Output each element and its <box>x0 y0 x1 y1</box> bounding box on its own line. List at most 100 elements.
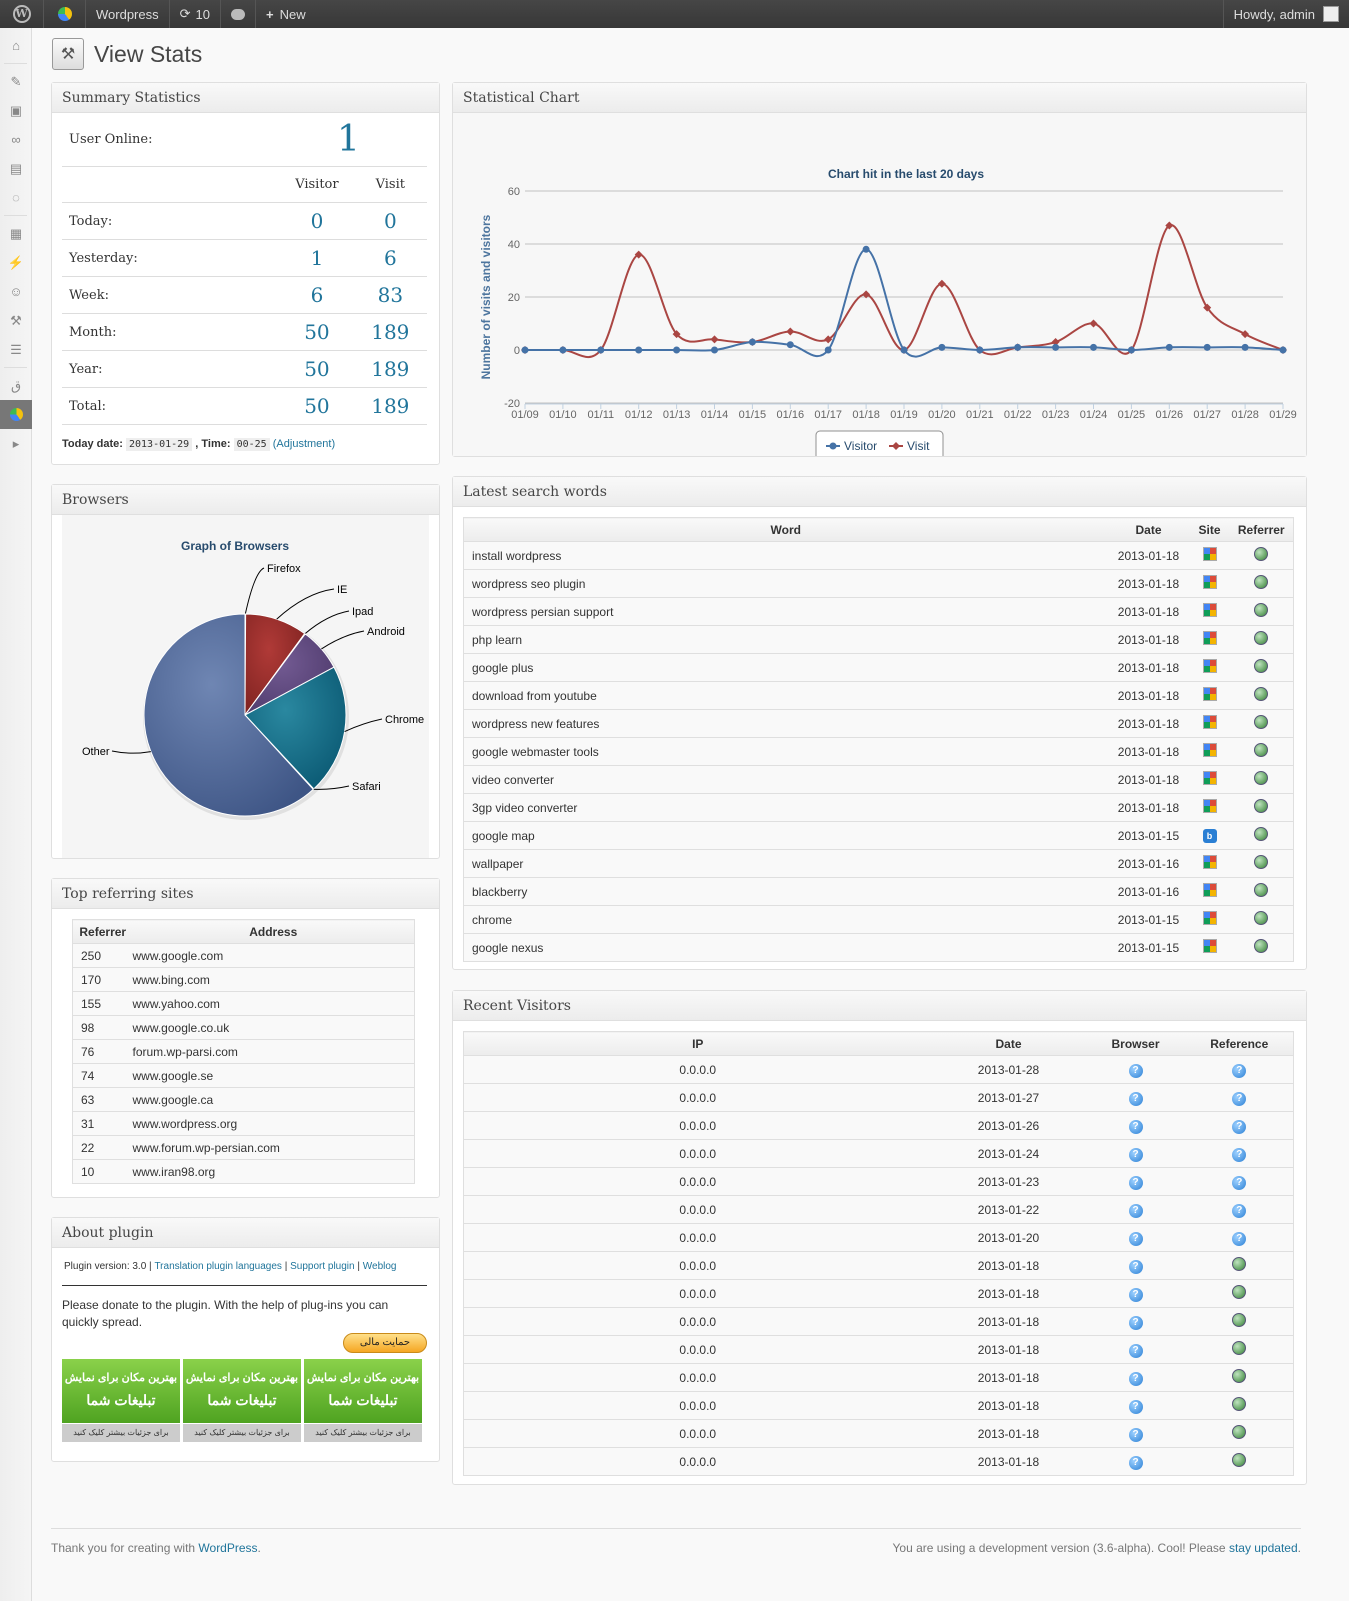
adjustment-link[interactable]: (Adjustment) <box>272 438 336 450</box>
data-point[interactable] <box>862 290 871 299</box>
stay-updated-link[interactable]: stay updated <box>1228 1541 1298 1555</box>
data-point[interactable] <box>748 338 756 346</box>
globe-icon[interactable] <box>1232 1313 1247 1327</box>
google-icon[interactable] <box>1202 771 1217 785</box>
persian-plugin-icon[interactable]: ق <box>10 377 22 393</box>
plugins-icon[interactable]: ⚡ <box>7 254 25 270</box>
globe-icon[interactable] <box>1232 1257 1247 1271</box>
users-icon[interactable]: ☺ <box>9 284 23 299</box>
donate-button[interactable]: حمایت مالی <box>343 1333 427 1353</box>
globe-icon[interactable] <box>1232 1369 1247 1383</box>
pages-icon[interactable]: ▤ <box>9 160 23 176</box>
google-icon[interactable] <box>1202 659 1217 673</box>
data-point[interactable] <box>1165 221 1174 230</box>
support-link[interactable]: Support plugin <box>290 1261 355 1272</box>
data-point[interactable] <box>976 346 984 354</box>
data-point[interactable] <box>634 250 643 259</box>
updates-link[interactable]: ⟳ 10 <box>170 0 221 28</box>
pie-slice-other[interactable] <box>143 613 314 817</box>
globe-icon[interactable] <box>1254 575 1269 589</box>
data-point[interactable] <box>710 335 719 344</box>
unknown-icon[interactable]: ? <box>1232 1175 1247 1190</box>
google-icon[interactable] <box>1202 939 1217 953</box>
google-icon[interactable] <box>1202 799 1217 813</box>
data-point[interactable] <box>672 330 681 339</box>
referrer-address[interactable]: www.google.ca <box>132 1087 415 1112</box>
referrer-address[interactable]: www.bing.com <box>132 967 415 992</box>
settings-icon[interactable]: ☰ <box>10 341 22 357</box>
data-point[interactable] <box>824 346 832 354</box>
globe-icon[interactable] <box>1254 631 1269 645</box>
stats-menu-icon[interactable] <box>0 400 32 429</box>
google-icon[interactable] <box>1202 883 1217 897</box>
referrer-address[interactable]: www.google.com <box>132 943 415 968</box>
google-icon[interactable] <box>1202 687 1217 701</box>
data-point[interactable] <box>1089 319 1098 328</box>
data-point[interactable] <box>1203 303 1212 312</box>
globe-icon[interactable] <box>1232 1341 1247 1355</box>
globe-icon[interactable] <box>1254 743 1269 757</box>
wordpress-logo-icon[interactable]: W <box>0 0 44 28</box>
data-point[interactable] <box>938 343 946 351</box>
user-account-menu[interactable]: Howdy, admin <box>1222 0 1349 28</box>
legend-item-visitor[interactable]: Visitor <box>844 439 877 453</box>
globe-icon[interactable] <box>1254 939 1269 953</box>
referrer-address[interactable]: www.forum.wp-persian.com <box>132 1135 415 1160</box>
data-point[interactable] <box>786 327 795 336</box>
google-icon[interactable] <box>1202 631 1217 645</box>
globe-icon[interactable] <box>1232 1425 1247 1439</box>
data-point[interactable] <box>1165 343 1173 351</box>
globe-icon[interactable] <box>1232 1285 1247 1299</box>
google-icon[interactable] <box>1202 855 1217 869</box>
data-point[interactable] <box>1052 343 1060 351</box>
ad-banner-1[interactable]: بهترین مکان برای نمایش تبلیغات شما برای ج… <box>62 1359 180 1442</box>
google-icon[interactable] <box>1202 575 1217 589</box>
data-point[interactable] <box>1203 343 1211 351</box>
google-icon[interactable] <box>1202 715 1217 729</box>
globe-icon[interactable] <box>1232 1397 1247 1411</box>
dashboard-icon[interactable]: ⌂ <box>12 38 20 53</box>
referrer-address[interactable]: www.google.co.uk <box>132 1015 415 1040</box>
unknown-icon[interactable]: ? <box>1232 1147 1247 1162</box>
tools-icon[interactable]: ⚒ <box>10 312 22 328</box>
data-point[interactable] <box>673 346 681 354</box>
comments-link[interactable] <box>221 0 256 28</box>
referrer-address[interactable]: www.wordpress.org <box>132 1111 415 1136</box>
globe-icon[interactable] <box>1232 1453 1247 1467</box>
comments-icon[interactable]: ◌ <box>12 190 20 205</box>
media-icon[interactable]: ▣ <box>9 102 23 118</box>
data-point[interactable] <box>862 245 870 253</box>
globe-icon[interactable] <box>1254 799 1269 813</box>
data-point[interactable] <box>711 346 718 354</box>
referrer-address[interactable]: www.iran98.org <box>132 1159 415 1184</box>
data-point[interactable] <box>937 279 946 288</box>
globe-icon[interactable] <box>1254 659 1269 673</box>
data-point[interactable] <box>900 346 908 354</box>
posts-pin-icon[interactable]: ✎ <box>10 73 22 89</box>
globe-icon[interactable] <box>1254 883 1269 897</box>
referrer-address[interactable]: forum.wp-parsi.com <box>132 1039 415 1064</box>
unknown-icon[interactable]: ? <box>1232 1203 1247 1218</box>
data-point[interactable] <box>521 346 529 354</box>
data-point[interactable] <box>559 346 567 354</box>
data-point[interactable] <box>597 346 605 354</box>
ad-banner-2[interactable]: بهترین مکان برای نمایش تبلیغات شما برای ج… <box>183 1359 301 1442</box>
data-point[interactable] <box>1241 330 1250 339</box>
site-name-link[interactable]: Wordpress <box>86 0 170 28</box>
google-icon[interactable] <box>1202 547 1217 561</box>
globe-icon[interactable] <box>1254 827 1269 841</box>
globe-icon[interactable] <box>1254 911 1269 925</box>
data-point[interactable] <box>1014 343 1022 351</box>
globe-icon[interactable] <box>1254 771 1269 785</box>
wordpress-link[interactable]: WordPress <box>198 1541 258 1555</box>
data-point[interactable] <box>635 346 643 354</box>
globe-icon[interactable] <box>1254 855 1269 869</box>
links-icon[interactable]: ∞ <box>11 132 21 147</box>
translation-link[interactable]: Translation plugin languages <box>154 1261 282 1272</box>
weblog-link[interactable]: Weblog <box>362 1261 397 1272</box>
globe-icon[interactable] <box>1254 547 1269 561</box>
ad-banner-3[interactable]: بهترین مکان برای نمایش تبلیغات شما برای ج… <box>304 1359 422 1442</box>
data-point[interactable] <box>1241 343 1249 351</box>
globe-icon[interactable] <box>1254 603 1269 617</box>
unknown-icon[interactable]: ? <box>1232 1231 1247 1246</box>
